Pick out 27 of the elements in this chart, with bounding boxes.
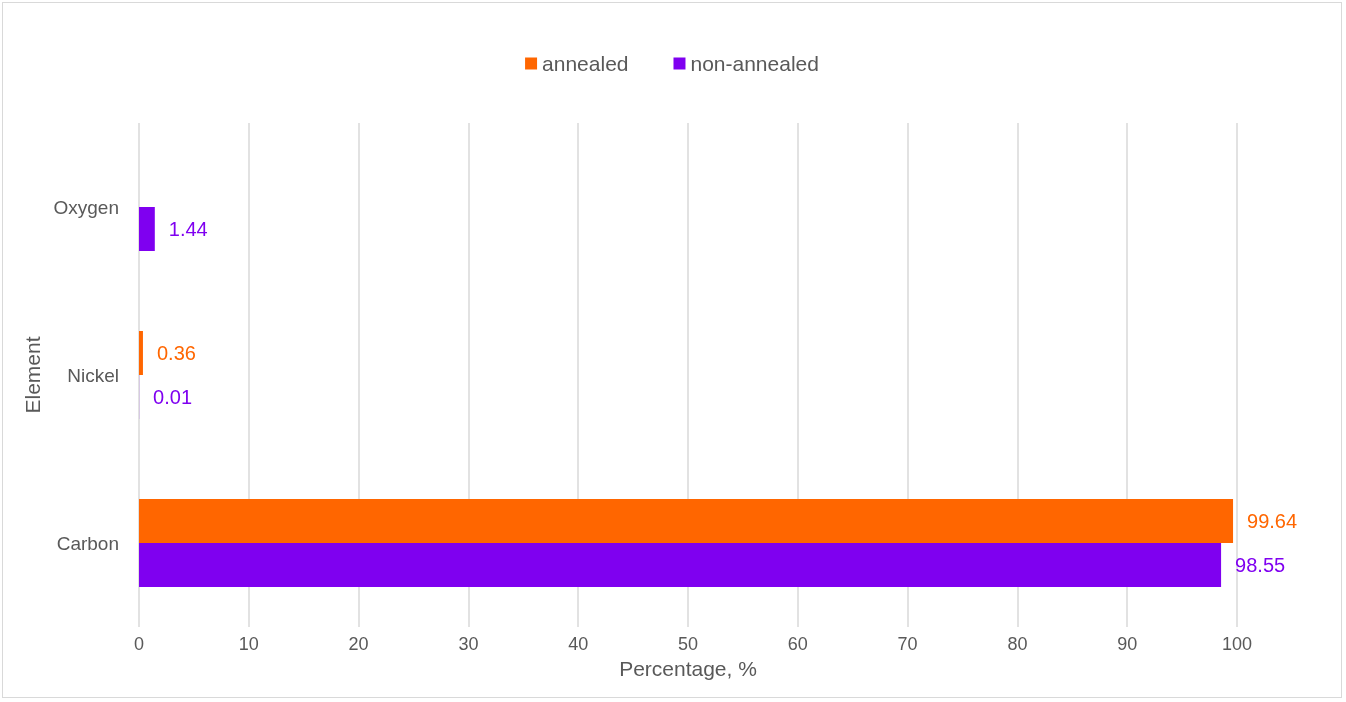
x-tick-label: 30 [458,634,479,654]
bar [139,499,1234,543]
bar [139,543,1222,587]
y-tick-label: Oxygen [53,196,119,218]
bar [139,331,143,375]
y-tick-label: Nickel [67,364,119,386]
x-tick-label: 60 [787,634,808,654]
legend-label: non-annealed [690,52,819,75]
x-tick-label: 20 [348,634,369,654]
bar [139,207,155,251]
x-tick-label: 0 [133,634,145,654]
data-label: 99.64 [1247,510,1298,532]
x-tick-label: 90 [1117,634,1138,654]
x-tick-label: 40 [568,634,589,654]
x-tick-label: 10 [238,634,259,654]
y-tick-label: Carbon [56,532,119,554]
x-axis-title: Percentage, % [619,656,757,680]
data-label: 0.36 [156,342,196,364]
x-tick-label: 70 [897,634,918,654]
x-tick-label: 50 [677,634,699,654]
x-tick-label: 80 [1007,634,1028,654]
x-tick-label: 100 [1221,634,1253,654]
data-label: 1.44 [168,218,208,240]
data-label: 0.01 [153,386,193,408]
data-label: 98.55 [1235,554,1286,576]
y-axis-title: Element [20,336,44,414]
legend-label: annealed [542,52,629,75]
